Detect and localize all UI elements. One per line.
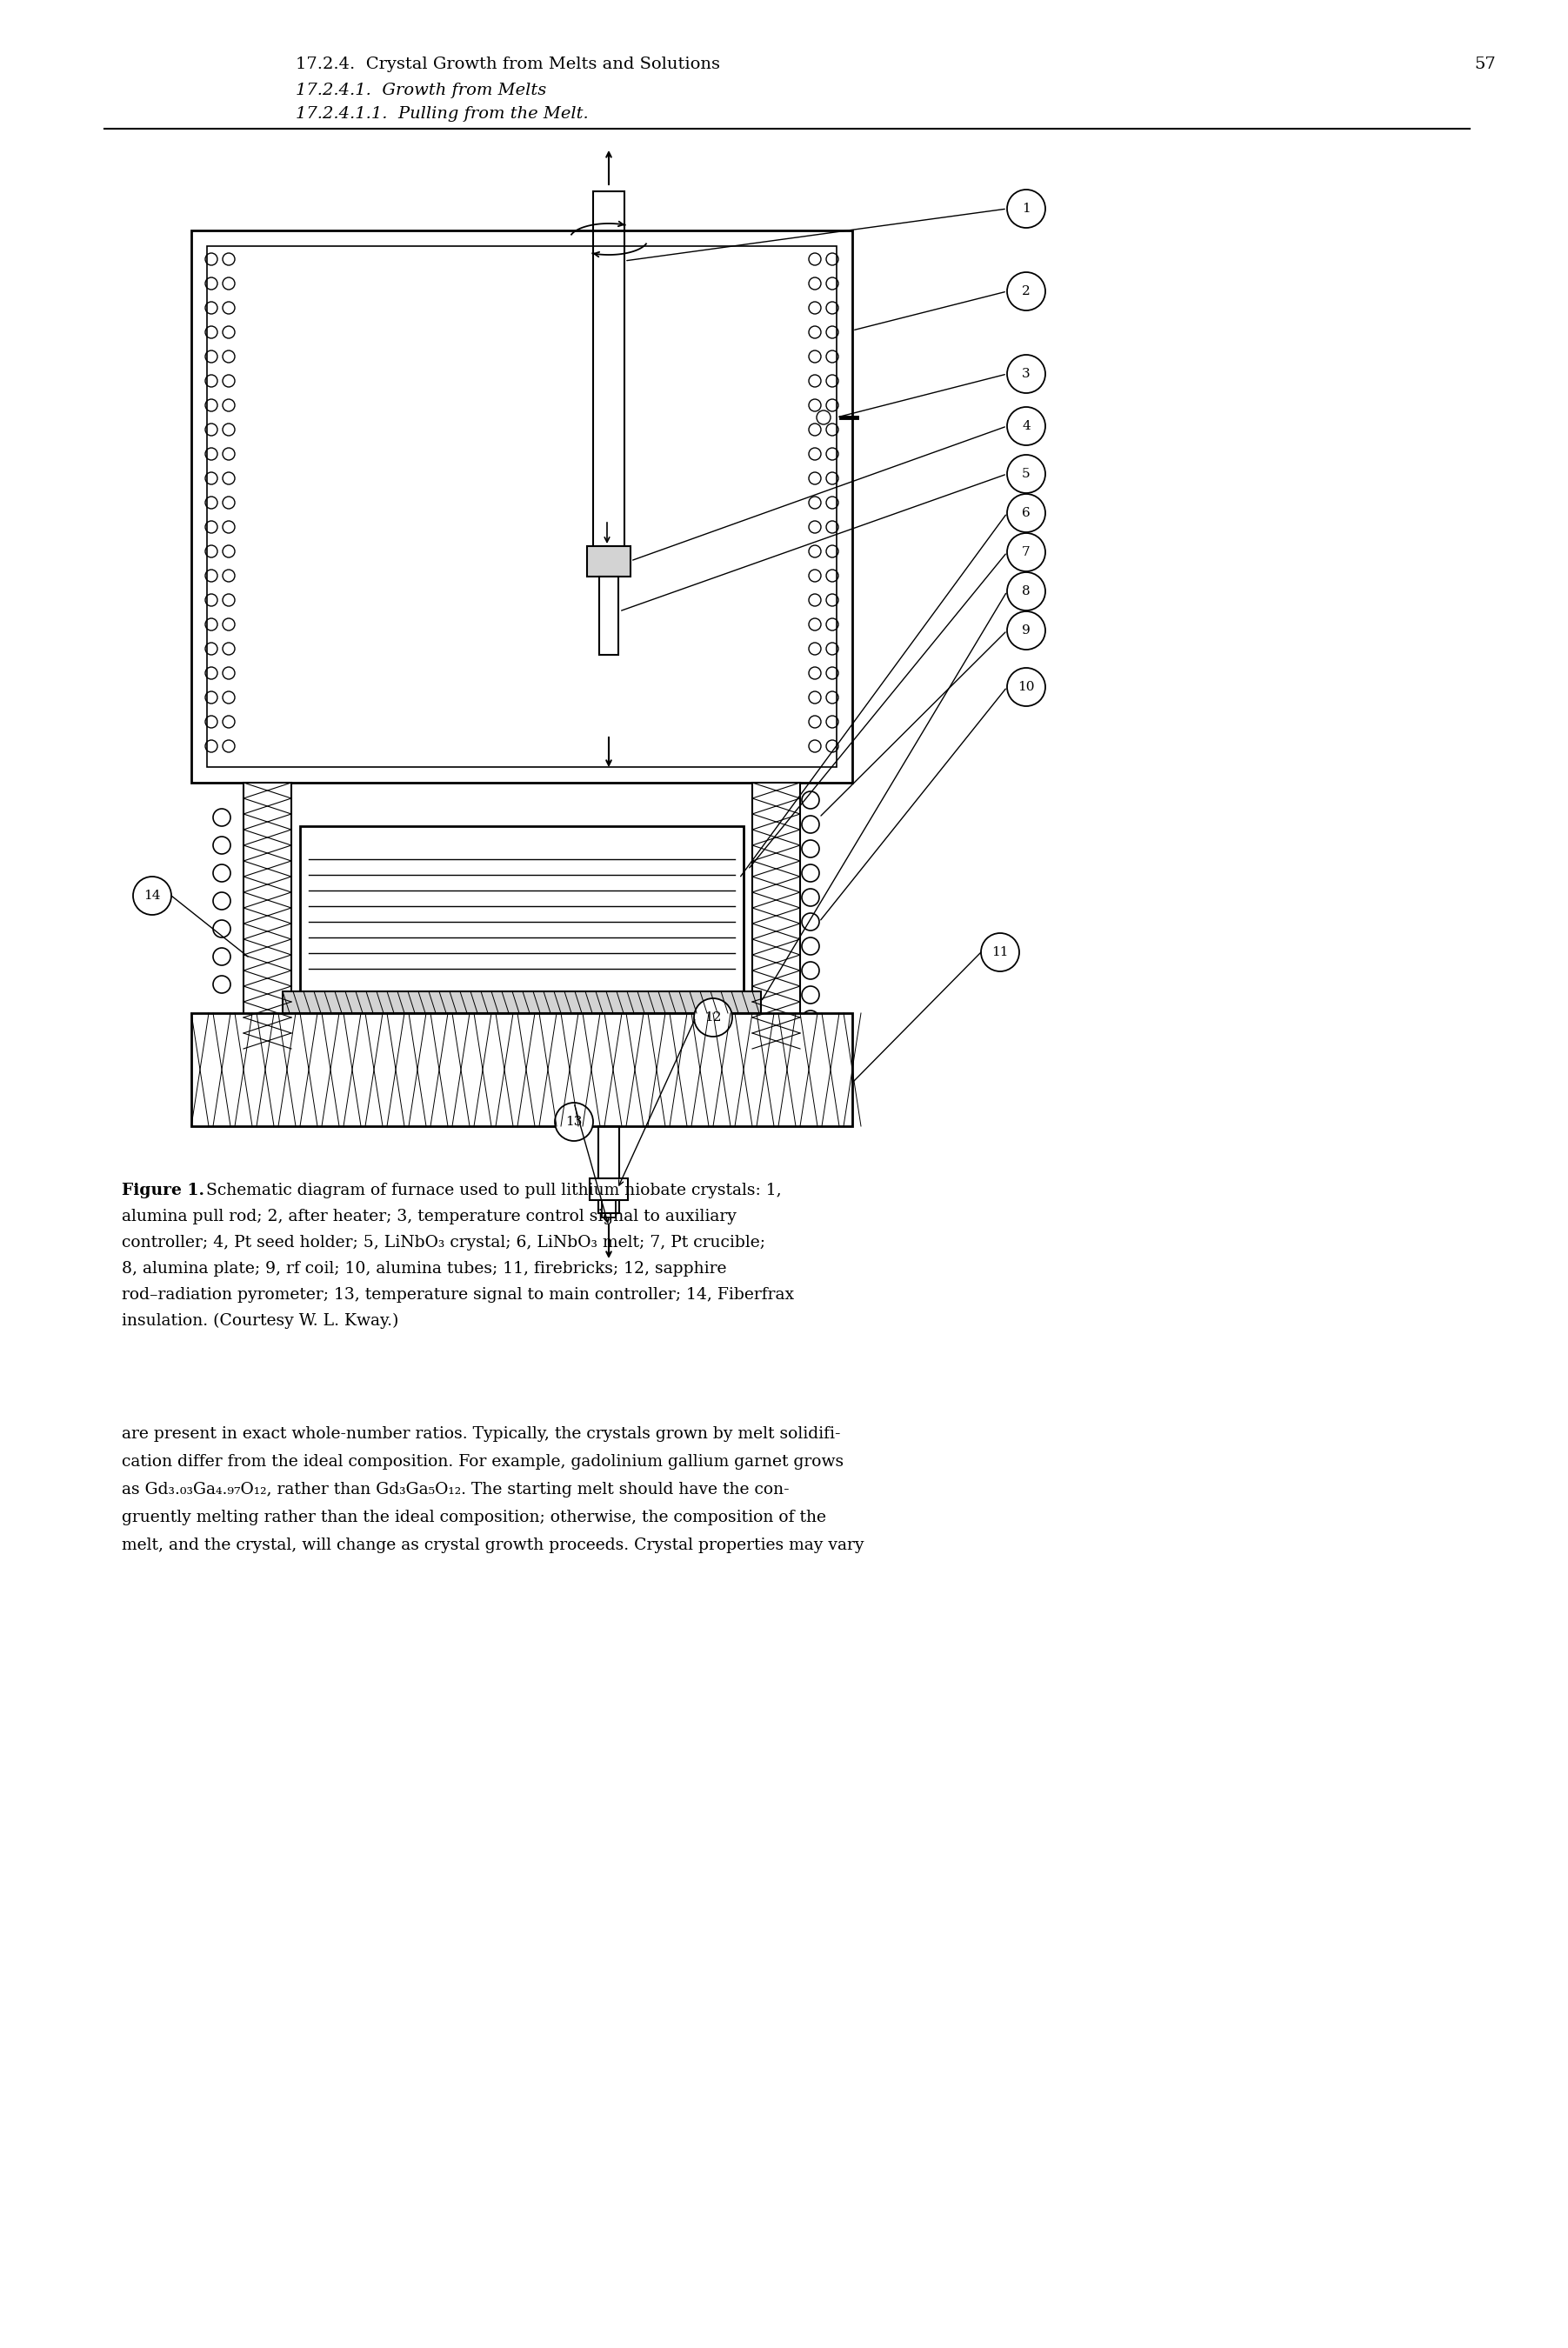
Text: are present in exact whole-number ratios. Typically, the crystals grown by melt : are present in exact whole-number ratios… [122,1425,840,1442]
Circle shape [1007,493,1046,533]
Text: alumina pull rod; 2, after heater; 3, temperature control signal to auxiliary: alumina pull rod; 2, after heater; 3, te… [122,1209,737,1223]
Text: 8: 8 [1022,585,1030,596]
Text: gruently melting rather than the ideal composition; otherwise, the composition o: gruently melting rather than the ideal c… [122,1510,826,1526]
Text: Figure 1.: Figure 1. [122,1183,204,1197]
Bar [282,991,760,1012]
Bar [753,782,800,1043]
Bar [191,1012,853,1127]
Circle shape [555,1104,593,1141]
Text: 14: 14 [144,890,160,902]
Bar [602,1200,616,1219]
Text: 13: 13 [566,1115,582,1127]
Text: 11: 11 [991,946,1008,958]
Circle shape [1007,272,1046,310]
Bar [599,1127,619,1214]
Text: cation differ from the ideal composition. For example, gadolinium gallium garnet: cation differ from the ideal composition… [122,1453,844,1470]
Bar [299,826,743,991]
Bar [593,190,624,566]
Circle shape [1007,456,1046,493]
Text: 2: 2 [1022,284,1030,298]
Text: 6: 6 [1022,507,1030,519]
Circle shape [1007,610,1046,650]
Text: melt, and the crystal, will change as crystal growth proceeds. Crystal propertie: melt, and the crystal, will change as cr… [122,1538,864,1552]
Circle shape [695,998,732,1035]
Text: 17.2.4.  Crystal Growth from Melts and Solutions: 17.2.4. Crystal Growth from Melts and So… [296,56,720,73]
Text: 57: 57 [1474,56,1496,73]
Bar [191,230,853,782]
Bar [590,1179,627,1200]
Bar [207,247,837,768]
Circle shape [1007,533,1046,571]
Circle shape [1007,190,1046,228]
Circle shape [1007,406,1046,446]
Text: 5: 5 [1022,467,1030,479]
Text: 3: 3 [1022,369,1030,380]
Circle shape [133,876,171,916]
Text: 8, alumina plate; 9, rf coil; 10, alumina tubes; 11, firebricks; 12, sapphire: 8, alumina plate; 9, rf coil; 10, alumin… [122,1261,726,1277]
Text: 9: 9 [1022,625,1030,636]
Circle shape [982,932,1019,972]
Circle shape [1007,667,1046,707]
Circle shape [1007,355,1046,392]
Text: insulation. (Courtesy W. L. Kway.): insulation. (Courtesy W. L. Kway.) [122,1313,398,1329]
Circle shape [1007,573,1046,610]
Text: Schematic diagram of furnace used to pull lithium niobate crystals: 1,: Schematic diagram of furnace used to pul… [196,1183,781,1197]
Bar [243,782,292,1043]
Text: 17.2.4.1.1.  Pulling from the Melt.: 17.2.4.1.1. Pulling from the Melt. [296,106,588,122]
Text: 10: 10 [1018,681,1035,693]
Text: rod–radiation pyrometer; 13, temperature signal to main controller; 14, Fiberfra: rod–radiation pyrometer; 13, temperature… [122,1287,793,1303]
Bar [599,578,618,655]
Text: 7: 7 [1022,547,1030,559]
Text: 17.2.4.1.  Growth from Melts: 17.2.4.1. Growth from Melts [296,82,546,99]
Text: 1: 1 [1022,202,1030,214]
Text: 12: 12 [704,1012,721,1024]
Text: controller; 4, Pt seed holder; 5, LiNbO₃ crystal; 6, LiNbO₃ melt; 7, Pt crucible: controller; 4, Pt seed holder; 5, LiNbO₃… [122,1235,765,1251]
Text: 4: 4 [1022,420,1030,432]
Bar [586,547,630,578]
Text: as Gd₃.₀₃Ga₄.₉₇O₁₂, rather than Gd₃Ga₅O₁₂. The starting melt should have the con: as Gd₃.₀₃Ga₄.₉₇O₁₂, rather than Gd₃Ga₅O₁… [122,1482,789,1498]
